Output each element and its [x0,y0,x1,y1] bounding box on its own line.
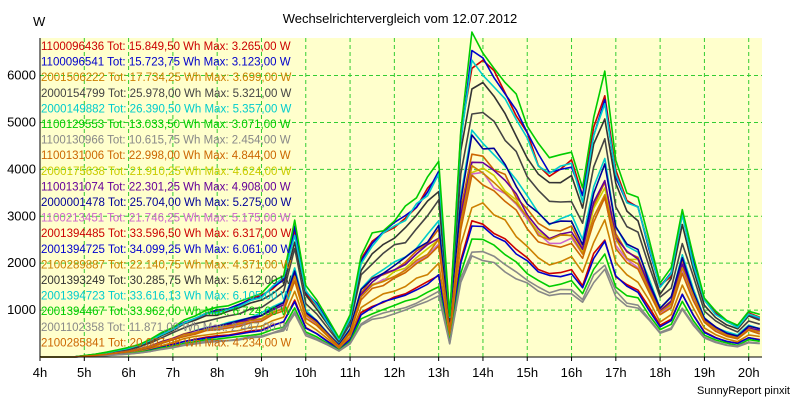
legend-entry: 2001102358 Tot: 11.871,00 Wh Max: 2.447,… [41,322,290,334]
x-tick-label: 5h [77,365,91,380]
y-axis-unit: W [33,14,46,29]
legend-entry: 1100129553 Tot: 13.033,50 Wh Max: 3.071,… [41,119,291,131]
x-tick-label: 18h [649,365,671,380]
footer-credit: SunnyReport pinxit [697,385,790,397]
legend-entry: 2100289887 Tot: 22.140,75 Wh Max: 4.371,… [41,259,292,271]
legend-entry: 1100213451 Tot: 21.746,25 Wh Max: 5.175,… [41,213,291,225]
legend-entry: 2001394485 Tot: 33.596,50 Wh Max: 6.317,… [41,228,292,240]
series-line [40,250,760,358]
x-tick-label: 4h [33,365,47,380]
legend-entry: 1100096541 Tot: 15.723,75 Wh Max: 3.123,… [41,57,291,69]
legend-entry: 2000001478 Tot: 25.704,00 Wh Max: 5.275,… [41,197,292,209]
legend-entry: 2001394723 Tot: 33.616,13 Wh Max: 6.105,… [41,291,292,303]
series-line [40,59,761,358]
series-line [40,202,760,358]
legend-entry: 2100285841 Tot: 20.007,96 Wh Max: 4.234,… [41,337,292,349]
legend-entry: 1100130966 Tot: 10.615,75 Wh Max: 2.454,… [41,135,291,147]
x-tick-label: 9h [254,365,268,380]
legend-entry: 2000175638 Tot: 21.910,25 Wh Max: 4.624,… [41,166,292,178]
series-line [40,31,761,358]
x-tick-label: 12h [384,365,406,380]
series-line [40,174,761,358]
y-tick-label: 5000 [7,114,36,129]
series-line [40,164,760,358]
legend-entry: 2001393249 Tot: 30.285,75 Wh Max: 5.612,… [41,275,292,287]
legend-entry: 2000154799 Tot: 25.978,00 Wh Max: 5.321,… [41,88,292,100]
legend-entry: 2001394467 Tot: 33.962,00 Wh Max: 6.724,… [41,306,292,318]
y-tick-label: 2000 [7,255,36,270]
x-tick-label: 11h [340,365,361,380]
x-tick-label: 6h [121,365,135,380]
legend-entry: 2001394725 Tot: 34.099,25 Wh Max: 6.061,… [41,244,292,256]
series-line [40,238,760,358]
legend-entry: 1100131074 Tot: 22.301,25 Wh Max: 4.908,… [41,181,291,193]
legend-entry: 1100096436 Tot: 15.849,50 Wh Max: 3.265,… [41,41,291,53]
legend-entry: 2001506222 Tot: 17.734,25 Wh Max: 3.699,… [41,72,292,84]
legend-entry: 2000149882 Tot: 26.390,50 Wh Max: 5.357,… [41,103,292,115]
x-tick-label: 14h [472,365,494,380]
series-line [40,81,761,358]
chart-title: Wechselrichtervergleich vom 12.07.2012 [282,11,518,26]
y-tick-label: 3000 [7,208,36,223]
y-tick-label: 6000 [7,68,36,83]
x-tick-label: 10h [295,365,317,380]
x-tick-label: 20h [738,365,760,380]
x-tick-label: 8h [210,365,224,380]
x-tick-label: 13h [428,365,450,380]
y-tick-label: 4000 [7,161,36,176]
legend-entry: 1100131006 Tot: 22.998,00 Wh Max: 4.844,… [41,150,291,162]
x-tick-label: 19h [694,365,716,380]
x-tick-label: 15h [516,365,538,380]
series-line [40,111,761,358]
y-tick-label: 1000 [7,302,36,317]
x-tick-label: 16h [561,365,583,380]
x-tick-label: 7h [166,365,180,380]
x-tick-label: 17h [605,365,627,380]
